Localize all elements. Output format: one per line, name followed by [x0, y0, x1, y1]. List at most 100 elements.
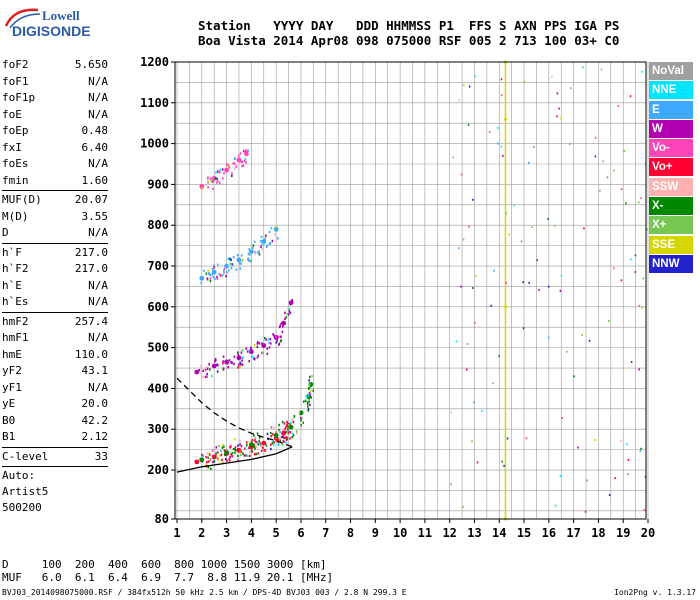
- echo-speck: [239, 365, 241, 368]
- param-value: N/A: [88, 91, 108, 104]
- echo-speck: [200, 281, 203, 285]
- echo-speck: [273, 426, 275, 430]
- noise-speck: [600, 68, 603, 71]
- echo-speck: [206, 375, 208, 379]
- echo-speck: [227, 269, 230, 272]
- chart-grid: [175, 61, 649, 519]
- echo-speck: [289, 311, 291, 314]
- echo-speck: [212, 455, 214, 458]
- noise-speck: [458, 247, 460, 250]
- echo-speck: [207, 460, 210, 463]
- echo-speck: [214, 454, 217, 457]
- echo-speck: [286, 312, 289, 316]
- echo-speck: [295, 430, 298, 433]
- noise-speck: [508, 233, 510, 236]
- noise-speck: [514, 407, 517, 410]
- echo-speck: [231, 263, 234, 266]
- echo-speck: [281, 430, 284, 434]
- noise-speck: [533, 145, 535, 148]
- echo-speck: [238, 357, 240, 361]
- noise-speck: [602, 160, 604, 163]
- echo-speck: [203, 269, 205, 273]
- echo-point: [199, 457, 205, 463]
- echo-speck: [269, 242, 272, 245]
- param-fof2: foF2 5.650: [2, 57, 108, 74]
- echo-point: [248, 349, 254, 355]
- noise-speck: [450, 483, 452, 486]
- echo-speck: [214, 277, 216, 280]
- noise-speck: [503, 464, 505, 467]
- muf-distance-row: D 100 200 400 600 800 1000 1500 3000 [km…: [2, 558, 327, 571]
- noise-speck: [506, 437, 509, 440]
- echo-speck: [265, 444, 268, 447]
- echo-speck: [224, 453, 227, 456]
- echo-speck: [247, 259, 250, 262]
- param-value: N/A: [88, 226, 108, 239]
- echo-speck: [248, 349, 251, 352]
- echo-speck: [223, 445, 225, 448]
- echo-speck: [246, 350, 249, 353]
- noise-speck: [500, 145, 503, 148]
- echo-point: [224, 450, 229, 455]
- plot-frame: [174, 61, 647, 520]
- noise-speck: [638, 304, 641, 307]
- param-value: 217.0: [74, 262, 108, 275]
- noise-speck: [472, 286, 474, 289]
- echo-speck: [263, 241, 265, 245]
- echo-speck: [265, 234, 267, 238]
- echo-speck: [208, 363, 210, 366]
- noise-speck: [568, 142, 571, 145]
- echo-speck: [230, 174, 233, 178]
- echo-speck: [202, 375, 205, 379]
- echo-speck: [220, 449, 222, 453]
- param-value: 110.0: [74, 347, 108, 361]
- noise-speck: [573, 375, 575, 378]
- noise-speck: [450, 411, 452, 414]
- param-value: 43.1: [81, 364, 109, 377]
- echo-speck: [239, 152, 242, 155]
- echo-speck: [253, 240, 256, 244]
- echo-speck: [205, 455, 207, 459]
- echo-speck: [256, 342, 259, 345]
- noise-speck: [500, 94, 503, 97]
- autoscaling-version: 500200: [2, 501, 42, 514]
- noise-speck: [523, 80, 526, 83]
- echo-speck: [285, 441, 287, 444]
- echo-speck: [207, 456, 209, 459]
- echo-speck: [242, 149, 245, 153]
- x-tick-label: 2: [198, 526, 205, 540]
- echo-speck: [277, 237, 279, 240]
- echo-speck: [225, 168, 227, 172]
- echo-speck: [308, 379, 310, 382]
- echo-point: [503, 117, 507, 121]
- noise-speck: [594, 438, 596, 441]
- echo-speck: [237, 363, 240, 367]
- param-fmin: fmin 1.60: [2, 173, 108, 190]
- echo-speck: [287, 429, 289, 432]
- echo-speck: [209, 177, 212, 181]
- noise-speck: [577, 446, 579, 449]
- echo-speck: [230, 453, 233, 456]
- echo-speck: [266, 352, 269, 356]
- echo-speck: [266, 432, 269, 436]
- echo-speck: [201, 453, 203, 457]
- echo-speck: [216, 275, 218, 279]
- noise-speck: [502, 154, 504, 157]
- echo-speck: [208, 272, 210, 275]
- echo-speck: [232, 162, 235, 165]
- echo-speck: [207, 186, 209, 189]
- param-value: 20.07: [74, 193, 108, 206]
- echo-speck: [275, 226, 278, 229]
- echo-point: [281, 320, 286, 326]
- echo-speck: [245, 347, 248, 350]
- echo-speck: [237, 154, 240, 157]
- param-fxi: fxI 6.40: [2, 140, 108, 157]
- echo-speck: [237, 366, 239, 369]
- noise-speck: [641, 307, 643, 310]
- param-name: foE: [2, 107, 22, 121]
- echo-point: [281, 430, 286, 436]
- noise-speck: [473, 401, 475, 404]
- echo-speck: [254, 252, 256, 255]
- noise-speck: [465, 368, 468, 371]
- x-tick-label: 7: [322, 526, 329, 540]
